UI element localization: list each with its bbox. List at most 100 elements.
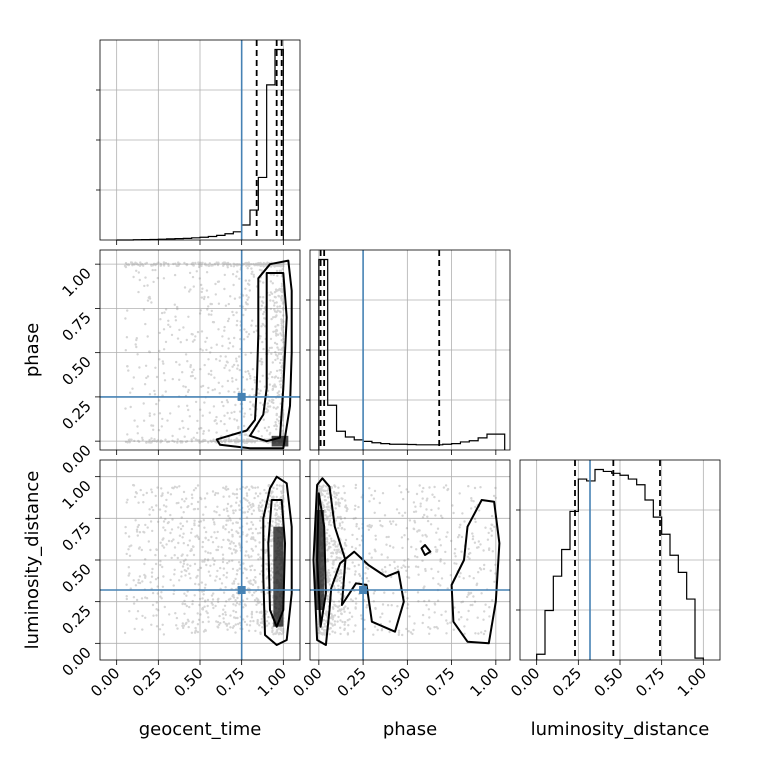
sample-point (339, 619, 342, 622)
sample-point (277, 294, 280, 298)
sample-point (229, 542, 232, 545)
sample-point (165, 505, 168, 508)
sample-point (191, 371, 194, 374)
sample-point (176, 305, 179, 309)
sample-point (269, 574, 273, 577)
sample-point (138, 581, 142, 585)
sample-point (424, 567, 427, 571)
sample-point (223, 604, 227, 607)
sample-point (276, 376, 280, 380)
sample-point (232, 509, 235, 512)
sample-point (180, 570, 183, 573)
sample-point (257, 508, 261, 511)
sample-point (227, 514, 230, 518)
sample-point (136, 534, 139, 537)
sample-point (196, 419, 199, 423)
sample-point (482, 567, 486, 571)
sample-point (334, 503, 337, 506)
sample-point (373, 489, 377, 493)
sample-point (182, 624, 186, 627)
sample-point (267, 615, 270, 619)
sample-point (275, 328, 278, 332)
sample-point (153, 438, 156, 441)
sample-point (261, 509, 264, 513)
sample-point (159, 264, 163, 267)
sample-point (467, 485, 470, 488)
sample-point (156, 439, 159, 443)
sample-point (271, 538, 274, 541)
sample-point (138, 575, 142, 578)
sample-point (245, 330, 248, 334)
sample-point (152, 280, 155, 284)
sample-point (160, 591, 163, 594)
sample-point (335, 548, 339, 552)
sample-point (228, 547, 231, 550)
sample-point (237, 504, 241, 507)
sample-point (414, 505, 417, 508)
sample-point (192, 545, 195, 548)
sample-point (237, 355, 241, 358)
sample-point (282, 349, 285, 352)
sample-point (211, 603, 214, 606)
sample-point (155, 402, 158, 406)
sample-point (274, 315, 277, 319)
sample-point (192, 489, 196, 492)
sample-point (243, 441, 246, 445)
sample-point (277, 288, 280, 292)
sample-point (196, 431, 199, 435)
sample-point (229, 547, 232, 550)
sample-point (236, 367, 239, 370)
sample-point (194, 400, 198, 404)
sample-point (275, 334, 278, 337)
sample-point (273, 508, 277, 511)
sample-point (268, 405, 272, 408)
sample-point (269, 299, 272, 302)
sample-point (279, 627, 283, 631)
sample-point (253, 441, 256, 444)
sample-point (281, 366, 284, 369)
sample-point (159, 595, 162, 598)
sample-point (482, 618, 485, 621)
sample-point (197, 261, 200, 264)
sample-point (354, 486, 357, 490)
sample-point (143, 573, 146, 577)
sample-point (162, 262, 166, 265)
sample-point (207, 372, 210, 376)
sample-point (159, 439, 163, 442)
sample-point (333, 492, 336, 495)
sample-point (280, 290, 283, 293)
sample-point (186, 563, 189, 566)
sample-point (469, 591, 473, 595)
sample-point (381, 492, 385, 495)
sample-point (400, 536, 404, 539)
sample-point (282, 308, 285, 311)
sample-point (259, 264, 263, 268)
sample-point (373, 625, 377, 628)
sample-point (321, 485, 324, 488)
sample-point (248, 283, 251, 286)
sample-point (234, 440, 237, 443)
sample-point (137, 263, 140, 267)
sample-point (274, 264, 278, 267)
sample-point (337, 501, 340, 504)
sample-point (245, 494, 249, 497)
sample-point (275, 484, 279, 487)
sample-point (278, 305, 282, 308)
sample-point (252, 403, 255, 406)
sample-point (236, 263, 239, 266)
sample-point (250, 555, 253, 558)
sample-point (265, 549, 268, 553)
sample-point (435, 531, 438, 534)
sample-point (226, 261, 230, 265)
sample-point (219, 621, 222, 625)
sample-point (272, 385, 276, 388)
sample-point (199, 613, 202, 616)
sample-point (187, 315, 190, 318)
sample-point (160, 597, 163, 600)
sample-point (326, 574, 329, 577)
sample-point (336, 605, 339, 608)
sample-point (228, 517, 231, 520)
sample-point (255, 610, 258, 614)
sample-point (262, 265, 265, 268)
sample-point (148, 412, 151, 415)
